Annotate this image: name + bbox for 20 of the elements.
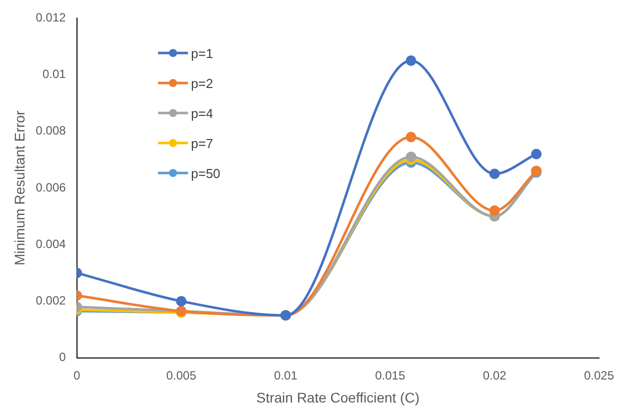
y-tick-label: 0.004	[36, 236, 66, 251]
x-tick-label: 0.015	[375, 368, 406, 382]
x-axis-title: Strain Rate Coefficient (C)	[256, 389, 420, 406]
legend-label: p=50	[191, 166, 220, 180]
y-tick-label: 0.006	[36, 180, 66, 194]
x-tick-label: 0.01	[274, 368, 298, 382]
legend-label: p=4	[191, 106, 214, 120]
x-tick-label: 0.005	[166, 368, 197, 382]
legend-label: p=7	[191, 136, 214, 150]
y-tick-label: 0.012	[36, 10, 66, 25]
y-tick-label: 0.01	[42, 67, 66, 82]
legend-label: p=1	[191, 46, 214, 60]
x-tick-label: 0.02	[482, 368, 507, 382]
x-tick-label: 0.025	[584, 368, 614, 382]
y-tick-label: 0.002	[36, 294, 66, 308]
y-tick-label: 0	[59, 350, 66, 364]
x-tick-label: 0	[73, 368, 80, 382]
y-axis-title: Minimum Resultant Error	[11, 110, 28, 266]
y-tick-label: 0.008	[36, 124, 66, 138]
legend-label: p=2	[191, 76, 214, 90]
